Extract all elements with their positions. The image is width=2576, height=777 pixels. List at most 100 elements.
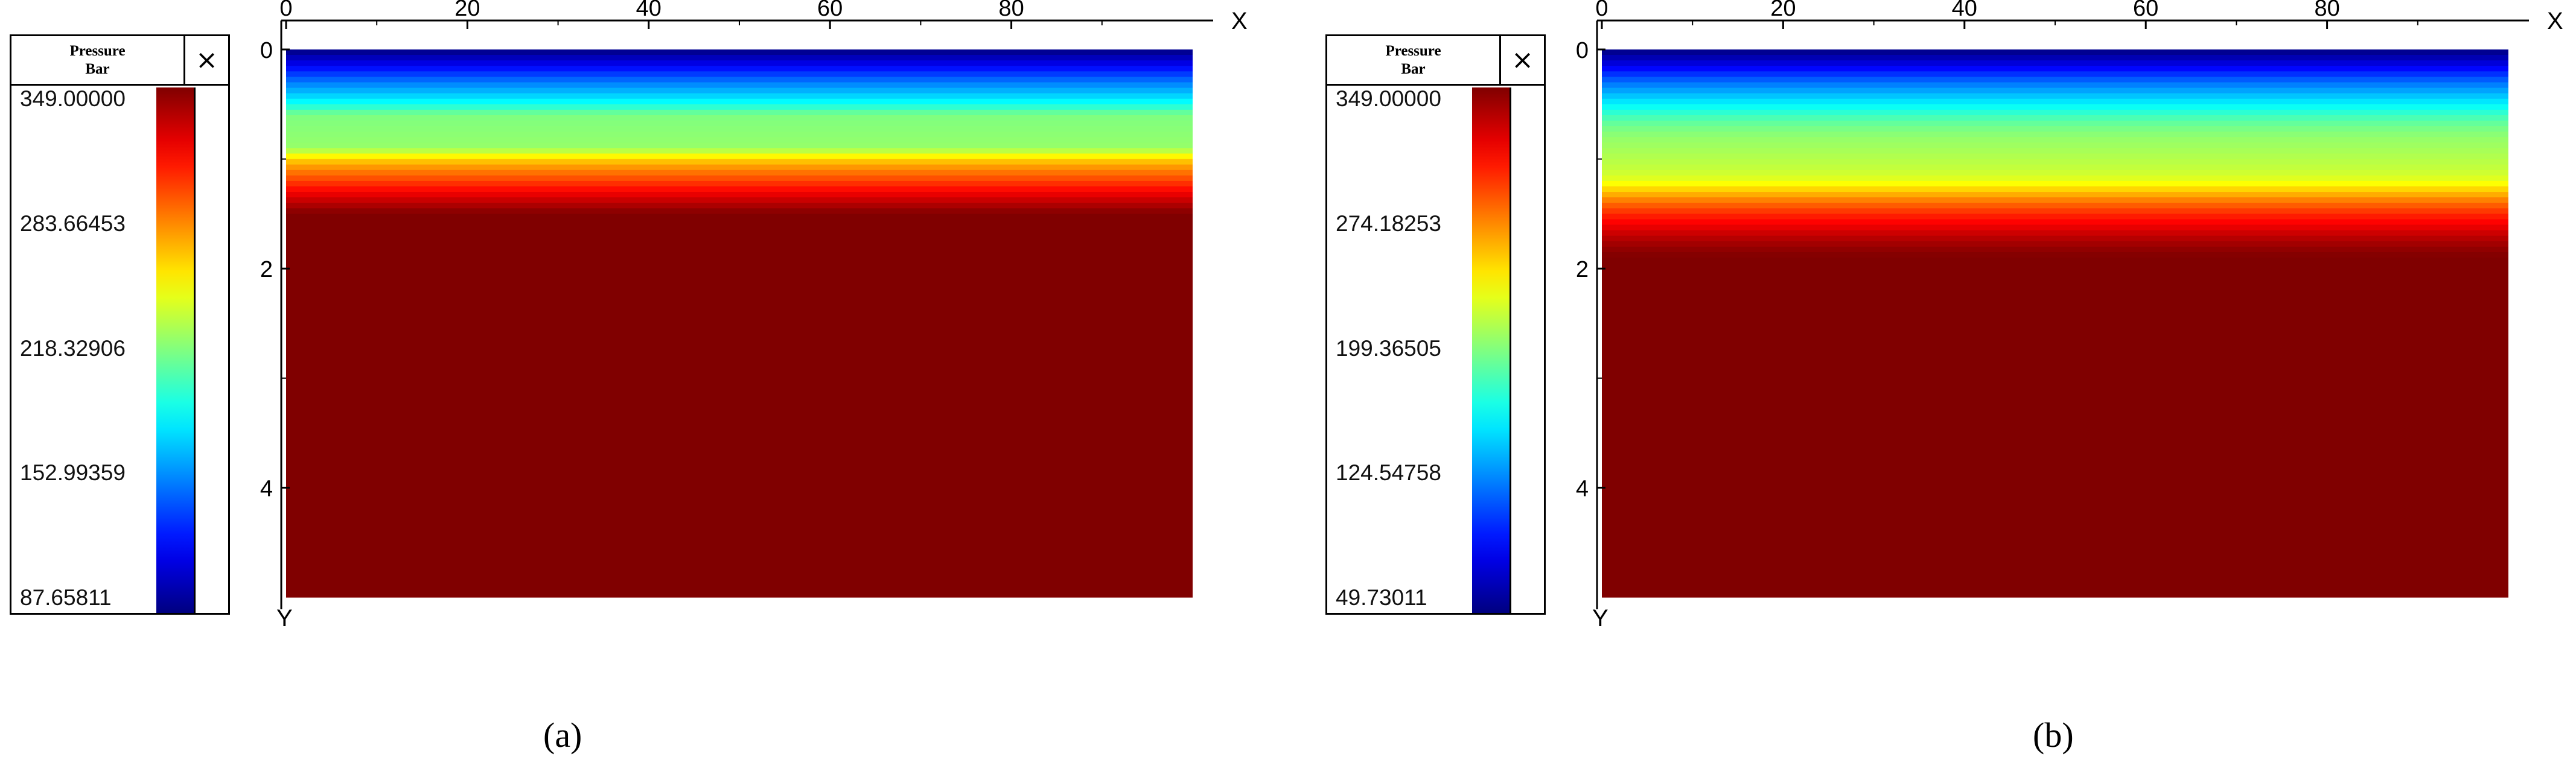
heatmap-band	[1602, 477, 2508, 483]
heatmap-band	[1602, 203, 2508, 209]
heatmap-band	[286, 279, 1193, 286]
heatmap-band	[286, 274, 1193, 280]
heatmap-band	[286, 367, 1193, 373]
heatmap-band	[1602, 383, 2508, 390]
heatmap-band	[1602, 268, 2508, 274]
heatmap-band	[286, 296, 1193, 302]
heatmap-band	[1602, 175, 2508, 182]
heatmap-band	[1602, 186, 2508, 192]
heatmap-band	[1602, 487, 2508, 494]
heatmap-band	[1602, 438, 2508, 445]
heatmap-band	[1602, 564, 2508, 571]
heatmap-band	[286, 580, 1193, 587]
colorbar-tick-label: 218.32906	[20, 335, 126, 361]
colorbar	[156, 87, 194, 613]
heatmap-band	[1602, 520, 2508, 527]
heatmap-band	[1602, 542, 2508, 548]
close-icon[interactable]: ×	[1511, 45, 1534, 75]
y-tick-label: 4	[260, 476, 273, 501]
heatmap-band	[1602, 279, 2508, 286]
heatmap-band	[1602, 509, 2508, 516]
x-axis-label: X	[2547, 8, 2563, 34]
heatmap-band	[286, 438, 1193, 445]
heatmap-band	[1602, 126, 2508, 132]
heatmap-band	[1602, 224, 2508, 231]
heatmap-band	[286, 132, 1193, 138]
heatmap-band	[286, 159, 1193, 165]
panel-a: Pressure Bar × 349.00000 283.66453 218.32906…	[10, 0, 1248, 755]
heatmap-band	[1602, 230, 2508, 236]
panel-b: Pressure Bar × 349.00000 274.18253 199.36505…	[1316, 0, 2576, 777]
colorbar	[1472, 87, 1510, 613]
heatmap-band	[1602, 569, 2508, 576]
heatmap-band	[286, 197, 1193, 203]
heatmap-band	[286, 356, 1193, 363]
heatmap-band	[286, 537, 1193, 543]
pressure-field-plot: 0 20 40 60 80 0 2 4 X Y	[1576, 0, 2563, 632]
heatmap-band	[1602, 553, 2508, 560]
heatmap-band	[286, 443, 1193, 450]
heatmap-band	[1602, 49, 2508, 56]
heatmap-band	[286, 49, 1193, 56]
heatmap-band	[1602, 471, 2508, 477]
heatmap-band	[286, 224, 1193, 231]
heatmap-band	[1602, 454, 2508, 461]
heatmap-band	[286, 290, 1193, 297]
heatmap-band	[1602, 378, 2508, 384]
heatmap-band	[286, 345, 1193, 351]
heatmap-band	[1602, 252, 2508, 258]
heatmap-band	[1602, 87, 2508, 94]
heatmap-band	[1602, 559, 2508, 565]
heatmap-band	[1602, 356, 2508, 363]
x-tick-label: 0	[279, 0, 292, 21]
y-tick-label: 4	[1576, 476, 1589, 501]
heatmap-band	[1602, 137, 2508, 143]
heatmap-band	[1602, 296, 2508, 302]
heatmap-band	[1602, 433, 2508, 439]
heatmap-band	[286, 301, 1193, 308]
heatmap-band	[1602, 301, 2508, 308]
heatmap-band	[1602, 350, 2508, 357]
heatmap-band	[1602, 192, 2508, 198]
heatmap-band	[286, 186, 1193, 192]
colorbar-tick-label: 87.65811	[20, 585, 112, 610]
heatmap-band	[286, 312, 1193, 319]
heatmap-band	[1602, 329, 2508, 335]
heatmap-band	[286, 137, 1193, 143]
heatmap-band	[1602, 575, 2508, 582]
heatmap-band	[286, 153, 1193, 160]
x-tick-label: 60	[817, 0, 843, 21]
colorbar-tick-label: 349.00000	[20, 86, 126, 111]
heatmap-band	[286, 531, 1193, 538]
heatmap-band	[1602, 82, 2508, 89]
heatmap-band	[1602, 525, 2508, 532]
heatmap-band	[1602, 164, 2508, 171]
heatmap-band	[286, 164, 1193, 171]
heatmap-band	[286, 411, 1193, 417]
heatmap-band	[286, 263, 1193, 269]
heatmap-band	[1602, 98, 2508, 105]
heatmap-band	[1602, 449, 2508, 455]
heatmap-band	[1602, 586, 2508, 592]
heatmap-band	[286, 471, 1193, 477]
heatmap-band	[286, 520, 1193, 527]
heatmap-band	[1602, 388, 2508, 395]
heatmap-band	[286, 87, 1193, 94]
heatmap-band	[286, 71, 1193, 77]
x-tick-label: 40	[1952, 0, 1977, 21]
legend-title: Pressure Bar	[11, 36, 185, 84]
heatmap-band	[286, 361, 1193, 368]
heatmap-band	[1602, 214, 2508, 220]
heatmap-band	[1602, 290, 2508, 297]
close-icon[interactable]: ×	[196, 45, 218, 75]
heatmap-band	[286, 460, 1193, 466]
heatmap-band	[1602, 416, 2508, 423]
heatmap-band	[286, 109, 1193, 116]
heatmap-band	[286, 482, 1193, 488]
heatmap-band	[1602, 115, 2508, 121]
y-axis-label: Y	[276, 605, 293, 632]
heatmap-band	[286, 487, 1193, 494]
colorbar-tick-label: 199.36505	[1336, 335, 1441, 361]
heatmap-band	[1602, 405, 2508, 411]
heatmap-band	[1602, 208, 2508, 214]
